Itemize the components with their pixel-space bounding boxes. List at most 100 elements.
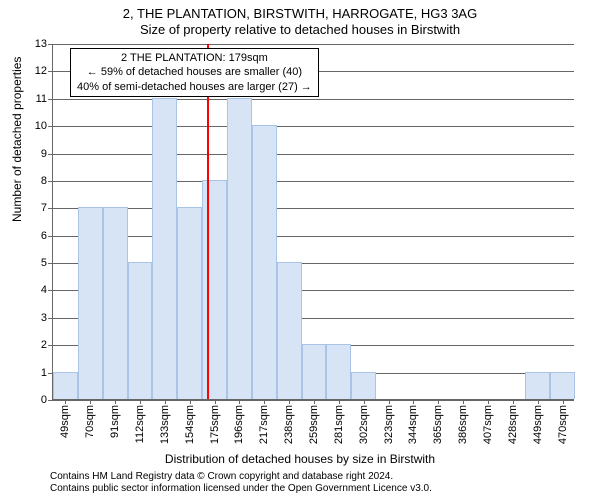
xtick-mark	[339, 399, 340, 404]
xtick-mark	[538, 399, 539, 404]
xtick-label: 112sqm	[134, 405, 146, 443]
ytick-label: 11	[36, 93, 47, 105]
xtick-label: 196sqm	[233, 405, 245, 444]
ytick-mark	[48, 400, 53, 401]
xtick-mark	[513, 399, 514, 404]
xtick-label: 154sqm	[184, 405, 196, 444]
ytick-mark	[48, 44, 53, 45]
xtick-mark	[413, 399, 414, 404]
xtick-label: 365sqm	[432, 405, 444, 444]
chart-title-main: 2, THE PLANTATION, BIRSTWITH, HARROGATE,…	[0, 6, 600, 21]
ytick-mark	[48, 154, 53, 155]
xtick-mark	[115, 399, 116, 404]
xtick-label: 428sqm	[507, 405, 519, 444]
xtick-mark	[239, 399, 240, 404]
xtick-label: 259sqm	[308, 405, 320, 444]
ytick-label: 0	[41, 394, 47, 406]
histogram-bar	[525, 372, 550, 399]
chart-title-sub: Size of property relative to detached ho…	[0, 22, 600, 37]
xtick-mark	[463, 399, 464, 404]
histogram-bar	[78, 207, 103, 399]
xtick-mark	[289, 399, 290, 404]
histogram-bar	[103, 207, 128, 399]
ytick-label: 7	[41, 202, 47, 214]
ytick-label: 13	[35, 38, 47, 50]
ytick-label: 4	[41, 284, 47, 296]
xtick-mark	[488, 399, 489, 404]
callout-box: 2 THE PLANTATION: 179sqm← 59% of detache…	[70, 48, 319, 97]
xtick-label: 470sqm	[557, 405, 569, 444]
xtick-mark	[215, 399, 216, 404]
xtick-mark	[140, 399, 141, 404]
ytick-mark	[48, 208, 53, 209]
gridline	[53, 208, 574, 209]
ytick-label: 2	[41, 339, 47, 351]
xtick-mark	[264, 399, 265, 404]
ytick-mark	[48, 345, 53, 346]
histogram-bar	[128, 262, 153, 399]
xtick-mark	[563, 399, 564, 404]
footnote-line-1: Contains HM Land Registry data © Crown c…	[50, 471, 432, 483]
xtick-label: 238sqm	[283, 405, 295, 444]
xtick-mark	[90, 399, 91, 404]
gridline	[53, 126, 574, 127]
xtick-label: 344sqm	[407, 405, 419, 444]
ytick-label: 1	[41, 367, 47, 379]
xtick-label: 133sqm	[159, 405, 171, 444]
histogram-bar	[152, 98, 177, 399]
xtick-label: 70sqm	[84, 405, 96, 438]
ytick-label: 12	[35, 65, 47, 77]
xtick-label: 175sqm	[209, 405, 221, 444]
ytick-label: 6	[41, 230, 47, 242]
ytick-mark	[48, 236, 53, 237]
xtick-mark	[389, 399, 390, 404]
y-axis-label: Number of detached properties	[10, 57, 24, 222]
ytick-label: 9	[41, 148, 47, 160]
xtick-label: 323sqm	[383, 405, 395, 444]
gridline	[53, 181, 574, 182]
ytick-mark	[48, 71, 53, 72]
xtick-label: 302sqm	[358, 405, 370, 444]
histogram-bar	[326, 344, 351, 399]
xtick-mark	[165, 399, 166, 404]
ytick-mark	[48, 181, 53, 182]
ytick-label: 5	[41, 257, 47, 269]
xtick-mark	[438, 399, 439, 404]
histogram-bar	[252, 125, 277, 399]
callout-line: 40% of semi-detached houses are larger (…	[77, 80, 312, 94]
histogram-bar	[550, 372, 575, 399]
callout-line: 2 THE PLANTATION: 179sqm	[77, 51, 312, 65]
callout-line: ← 59% of detached houses are smaller (40…	[77, 65, 312, 79]
xtick-mark	[314, 399, 315, 404]
xtick-mark	[190, 399, 191, 404]
xtick-label: 91sqm	[109, 405, 121, 438]
xtick-label: 407sqm	[482, 405, 494, 444]
ytick-mark	[48, 318, 53, 319]
xtick-mark	[65, 399, 66, 404]
ytick-mark	[48, 99, 53, 100]
ytick-label: 8	[41, 175, 47, 187]
reference-line	[207, 44, 209, 399]
histogram-bar	[351, 372, 376, 399]
histogram-bar	[227, 98, 252, 399]
chart-plot-area: 01234567891011121349sqm70sqm91sqm112sqm1…	[52, 44, 574, 400]
xtick-label: 386sqm	[457, 405, 469, 444]
ytick-label: 3	[41, 312, 47, 324]
gridline	[53, 99, 574, 100]
gridline	[53, 236, 574, 237]
xtick-label: 217sqm	[258, 405, 270, 444]
ytick-mark	[48, 263, 53, 264]
histogram-bar	[202, 180, 227, 399]
footnote: Contains HM Land Registry data © Crown c…	[50, 471, 432, 495]
xtick-label: 281sqm	[333, 405, 345, 444]
ytick-label: 10	[35, 120, 47, 132]
footnote-line-2: Contains public sector information licen…	[50, 483, 432, 495]
xtick-label: 449sqm	[532, 405, 544, 444]
ytick-mark	[48, 126, 53, 127]
gridline	[53, 44, 574, 45]
xtick-label: 49sqm	[59, 405, 71, 438]
xtick-mark	[364, 399, 365, 404]
gridline	[53, 154, 574, 155]
histogram-bar	[302, 344, 327, 399]
histogram-bar	[277, 262, 302, 399]
